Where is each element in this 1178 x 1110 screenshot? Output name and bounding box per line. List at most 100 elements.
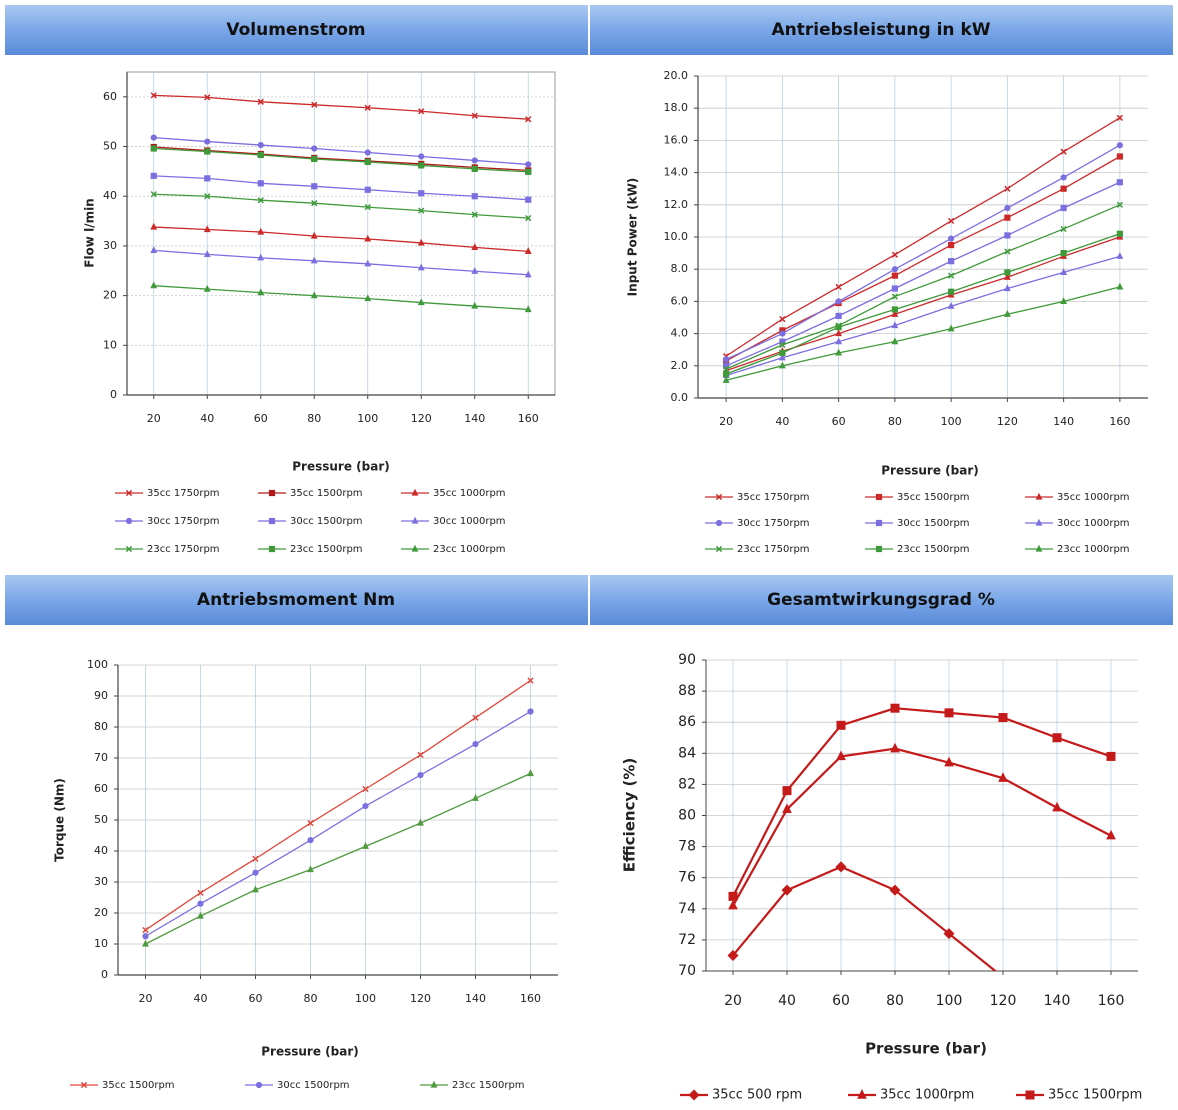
marker [779,349,786,357]
series-line [725,286,1121,381]
marker [525,196,532,203]
marker [418,162,425,169]
y-tick-label: 20 [94,906,108,919]
legend-label: 30cc 1500rpm [897,518,970,529]
marker [364,294,372,302]
y-tick-label: 0.0 [671,391,689,404]
marker [524,305,532,313]
marker [204,138,211,145]
legend-entry: 35cc 1000rpm [848,1088,974,1103]
marker [418,108,425,115]
marker [948,241,955,249]
marker [781,884,793,896]
legend-entry: 35cc 1500rpm [258,488,363,499]
chart-title: Antriebsmoment Nm [197,590,395,610]
marker [197,900,204,907]
legend-label: 23cc 1500rpm [290,544,363,555]
y-tick-label: 10 [103,338,117,351]
legend-label: 30cc 1000rpm [433,516,506,527]
y-axis-label: Torque (Nm) [53,778,67,862]
legend-entry: 35cc 1500rpm [865,492,970,503]
x-tick-label: 160 [1098,993,1125,1009]
marker [311,145,318,152]
legend-entry: 23cc 1000rpm [401,544,506,555]
series-line [153,226,529,253]
panel-header [590,5,1173,55]
chart-title: Gesamtwirkungsgrad % [767,590,995,610]
marker [418,207,425,214]
marker [471,165,478,173]
legend-entry: 35cc 500 rpm [680,1088,802,1103]
x-tick-label: 60 [832,415,846,428]
marker [782,786,792,796]
marker [715,493,723,501]
y-tick-label: 6.0 [671,294,689,307]
y-tick-label: 90 [94,689,108,702]
marker [525,161,532,168]
y-tick-label: 100 [87,658,108,671]
marker [728,891,738,901]
marker [778,361,786,369]
x-tick-label: 80 [888,415,902,428]
marker [835,298,842,305]
marker [150,246,158,253]
marker [948,235,955,242]
marker [1060,250,1067,257]
chart-title: Volumenstrom [226,20,365,40]
y-tick-label: 30 [103,239,117,252]
marker [1003,273,1011,280]
marker [1060,225,1067,233]
series-line [725,204,1121,370]
marker [891,272,898,279]
marker [525,168,532,175]
series-line [153,249,529,276]
y-tick-label: 40 [103,189,117,202]
marker [362,802,369,810]
marker [311,183,318,190]
legend-entry: 30cc 1000rpm [1025,518,1130,529]
legend-label: 35cc 1500rpm [102,1080,175,1091]
legend-label: 23cc 1500rpm [897,544,970,555]
marker [142,926,149,934]
x-tick-label: 160 [518,412,539,425]
y-tick-label: 70 [94,751,108,764]
legend-label: 23cc 1000rpm [1057,544,1130,555]
marker [142,933,149,940]
y-tick-label: 20 [103,289,117,302]
marker [150,134,157,141]
marker [252,869,259,876]
x-tick-label: 20 [139,992,153,1005]
y-tick-label: 60 [103,90,117,103]
marker [1116,252,1124,259]
legend-label: 35cc 1750rpm [737,492,810,503]
marker [311,155,318,163]
legend-entry: 23cc 1500rpm [865,544,970,555]
legend-label: 30cc 1750rpm [147,516,220,527]
y-tick-label: 88 [678,683,696,699]
marker [307,837,314,844]
marker [1052,733,1062,743]
marker [727,949,739,961]
marker [257,141,264,149]
legend-entry: 23cc 1750rpm [705,544,810,555]
marker [310,256,318,264]
y-tick-label: 10.0 [664,230,689,243]
y-tick-label: 10 [94,937,108,950]
legend-label: 35cc 1000rpm [880,1088,974,1103]
marker [1060,174,1067,181]
series-line [725,255,1121,377]
marker [891,321,899,329]
y-tick-label: 82 [678,776,696,792]
legend-label: 23cc 1750rpm [147,544,220,555]
legend-entry: 23cc 1500rpm [258,544,363,555]
x-tick-label: 140 [465,992,486,1005]
marker [947,324,955,332]
series-layer [722,114,1124,383]
marker [362,785,369,793]
marker [257,197,264,204]
series-line [725,144,1121,360]
x-tick-label: 140 [1044,993,1071,1009]
marker [472,714,479,721]
marker [835,283,842,291]
marker [364,259,372,267]
